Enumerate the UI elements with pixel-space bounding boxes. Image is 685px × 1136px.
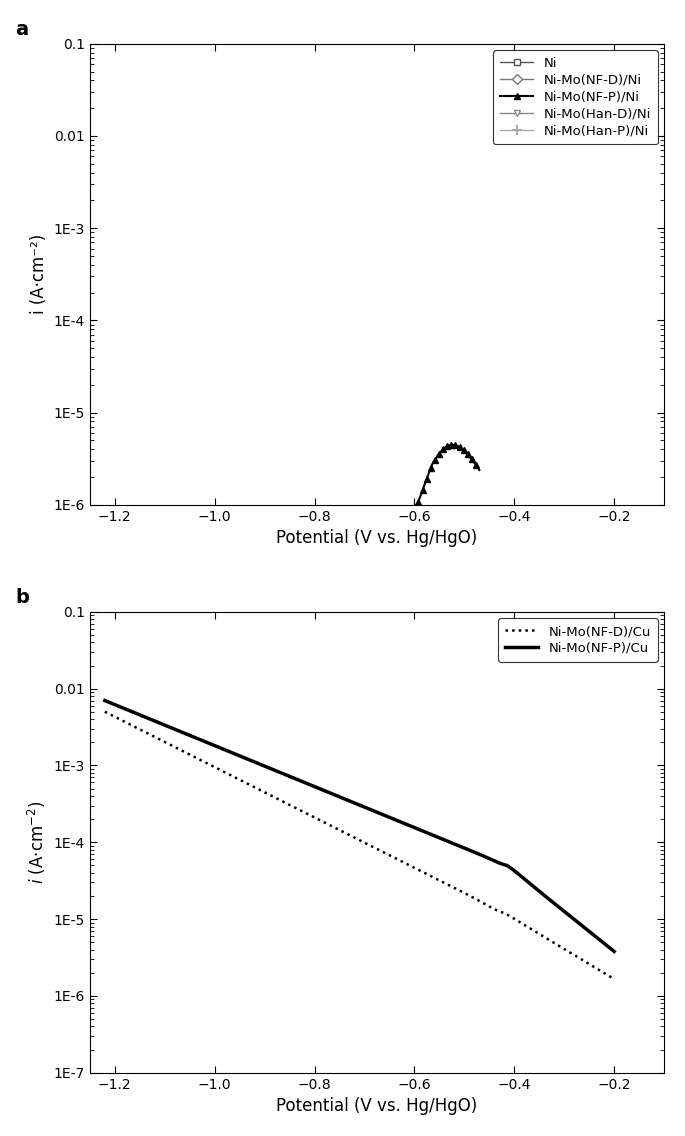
Ni-Mo(NF-D)/Ni <box>519 503 527 517</box>
Ni-Mo(NF-P)/Ni <box>438 443 447 457</box>
Ni-Mo(Han-D)/Ni <box>533 503 541 517</box>
Ni-Mo(NF-D)/Cu <box>595 963 603 977</box>
Y-axis label: i (A·cm⁻²): i (A·cm⁻²) <box>30 234 48 315</box>
Ni-Mo(NF-P)/Ni <box>429 457 437 470</box>
Ni-Mo(NF-D)/Ni <box>528 507 536 520</box>
Ni <box>499 503 507 517</box>
Ni-Mo(NF-P)/Cu <box>127 704 135 718</box>
Ni-Mo(NF-D)/Ni <box>513 504 521 518</box>
Ni-Mo(NF-P)/Ni <box>471 457 479 470</box>
Line: Ni-Mo(NF-P)/Cu: Ni-Mo(NF-P)/Cu <box>105 701 614 952</box>
X-axis label: Potential (V vs. Hg/HgO): Potential (V vs. Hg/HgO) <box>276 1097 477 1116</box>
Ni <box>508 507 516 520</box>
Ni-Mo(NF-D)/Cu <box>127 718 135 732</box>
Ni-Mo(Han-D)/Ni <box>537 506 545 519</box>
Ni-Mo(Han-P)/Ni <box>539 504 547 518</box>
Ni <box>492 506 500 519</box>
Ni-Mo(Han-P)/Ni <box>545 503 553 517</box>
Text: a: a <box>15 20 28 40</box>
Ni <box>493 504 501 518</box>
Ni-Mo(Han-P)/Ni <box>543 503 551 517</box>
Ni-Mo(NF-D)/Cu <box>335 822 343 836</box>
Ni-Mo(Han-D)/Ni <box>523 506 531 519</box>
Ni-Mo(Han-P)/Ni <box>553 506 562 519</box>
Ni-Mo(Han-P)/Ni <box>541 503 549 517</box>
Ni <box>503 503 511 517</box>
Ni-Mo(Han-P)/Ni <box>550 504 558 518</box>
Ni-Mo(Han-P)/Ni <box>547 503 556 517</box>
Ni-Mo(NF-D)/Ni <box>521 503 530 517</box>
Ni-Mo(NF-P)/Ni <box>449 438 457 452</box>
Line: Ni-Mo(Han-D)/Ni: Ni-Mo(Han-D)/Ni <box>522 506 547 517</box>
Ni-Mo(NF-D)/Ni <box>514 504 522 518</box>
Ni-Mo(NF-D)/Ni <box>515 503 523 517</box>
Ni-Mo(Han-D)/Ni <box>534 503 543 517</box>
Ni-Mo(NF-P)/Cu <box>595 933 603 946</box>
Ni-Mo(Han-D)/Ni <box>521 507 530 520</box>
Ni-Mo(NF-D)/Ni <box>526 504 534 518</box>
Line: Ni-Mo(NF-D)/Cu: Ni-Mo(NF-D)/Cu <box>105 712 614 979</box>
Ni <box>496 503 504 517</box>
Ni-Mo(Han-P)/Ni <box>544 503 552 517</box>
Ni-Mo(Han-P)/Ni <box>549 503 557 517</box>
Ni-Mo(Han-D)/Ni <box>536 504 544 518</box>
Ni-Mo(NF-D)/Ni <box>510 507 519 520</box>
Ni <box>506 504 514 518</box>
Ni-Mo(NF-D)/Ni <box>520 503 528 517</box>
Line: Ni-Mo(NF-D)/Ni: Ni-Mo(NF-D)/Ni <box>511 506 536 517</box>
Ni <box>495 503 503 517</box>
Ni-Mo(NF-P)/Cu <box>595 933 603 946</box>
Ni-Mo(NF-P)/Cu <box>502 859 510 872</box>
Line: Ni: Ni <box>491 506 516 517</box>
Ni <box>501 503 510 517</box>
Ni-Mo(NF-D)/Ni <box>516 503 525 517</box>
Legend: Ni-Mo(NF-D)/Cu, Ni-Mo(NF-P)/Cu: Ni-Mo(NF-D)/Cu, Ni-Mo(NF-P)/Cu <box>499 618 658 661</box>
Ni-Mo(NF-D)/Ni <box>523 503 532 517</box>
Ni-Mo(NF-D)/Cu <box>610 972 619 986</box>
Ni-Mo(Han-D)/Ni <box>525 503 534 517</box>
Ni-Mo(NF-P)/Cu <box>101 694 109 708</box>
Ni <box>504 504 512 518</box>
Ni <box>497 503 506 517</box>
Ni-Mo(Han-P)/Ni <box>551 504 560 518</box>
Ni-Mo(NF-D)/Ni <box>512 506 520 519</box>
Ni-Mo(NF-D)/Ni <box>523 503 531 517</box>
Text: b: b <box>15 588 29 608</box>
Ni <box>500 503 508 517</box>
Legend: Ni, Ni-Mo(NF-D)/Ni, Ni-Mo(NF-P)/Ni, Ni-Mo(Han-D)/Ni, Ni-Mo(Han-P)/Ni: Ni, Ni-Mo(NF-D)/Ni, Ni-Mo(NF-P)/Ni, Ni-M… <box>493 50 658 144</box>
Ni-Mo(NF-P)/Ni <box>443 440 451 453</box>
Ni-Mo(Han-P)/Ni <box>536 507 545 520</box>
Ni-Mo(NF-D)/Cu <box>595 963 603 977</box>
Ni-Mo(NF-D)/Cu <box>101 705 109 719</box>
Ni-Mo(NF-P)/Cu <box>610 945 619 959</box>
Ni-Mo(Han-P)/Ni <box>538 504 546 518</box>
Ni-Mo(Han-D)/Ni <box>532 503 540 517</box>
Ni-Mo(Han-D)/Ni <box>527 503 535 517</box>
Line: Ni-Mo(NF-P)/Ni: Ni-Mo(NF-P)/Ni <box>411 442 483 516</box>
Ni-Mo(NF-P)/Ni <box>475 463 484 477</box>
Ni-Mo(NF-P)/Ni <box>445 438 453 452</box>
Ni-Mo(Han-D)/Ni <box>524 504 532 518</box>
Ni-Mo(Han-D)/Ni <box>530 503 538 517</box>
Ni <box>490 507 499 520</box>
Ni-Mo(NF-P)/Cu <box>349 795 357 809</box>
Ni-Mo(NF-D)/Ni <box>527 506 536 519</box>
Ni-Mo(NF-P)/Ni <box>410 506 419 519</box>
Ni-Mo(Han-D)/Ni <box>539 507 547 520</box>
Ni <box>507 506 515 519</box>
Ni-Mo(NF-P)/Ni <box>419 482 427 495</box>
X-axis label: Potential (V vs. Hg/HgO): Potential (V vs. Hg/HgO) <box>276 529 477 548</box>
Y-axis label: $i$ (A·cm$^{-2}$): $i$ (A·cm$^{-2}$) <box>26 801 48 884</box>
Ni-Mo(NF-P)/Cu <box>335 790 343 803</box>
Ni-Mo(NF-D)/Cu <box>349 829 357 843</box>
Line: Ni-Mo(Han-P)/Ni: Ni-Mo(Han-P)/Ni <box>536 504 562 518</box>
Ni-Mo(NF-D)/Ni <box>518 503 526 517</box>
Ni-Mo(Han-D)/Ni <box>528 503 536 517</box>
Ni-Mo(NF-D)/Ni <box>525 504 533 518</box>
Ni-Mo(NF-D)/Cu <box>502 907 510 920</box>
